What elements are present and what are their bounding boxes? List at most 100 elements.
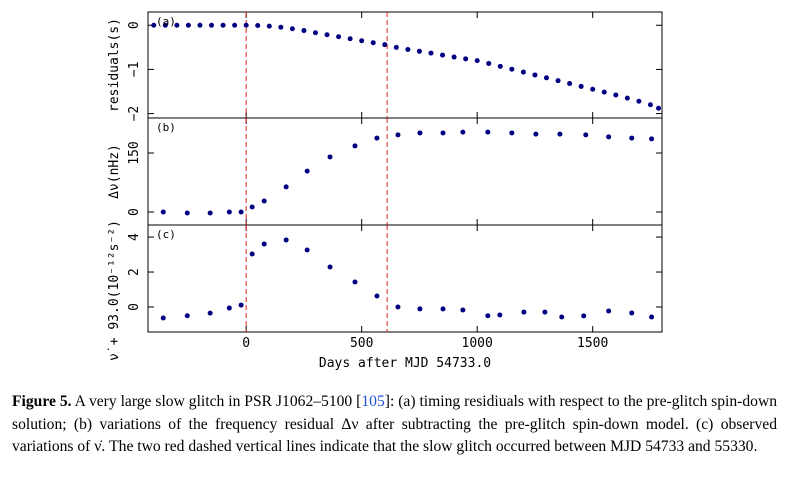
panel-label: (a) xyxy=(156,15,176,28)
point xyxy=(485,129,491,135)
y-tick-label: 2 xyxy=(127,268,142,276)
point xyxy=(590,86,596,92)
point xyxy=(395,304,401,310)
point xyxy=(226,209,232,215)
point xyxy=(327,264,333,270)
x-tick-label: 500 xyxy=(350,336,373,351)
point xyxy=(451,54,457,60)
point xyxy=(160,315,166,321)
point xyxy=(533,131,539,137)
point xyxy=(184,313,190,319)
point xyxy=(606,308,612,314)
point xyxy=(520,69,526,75)
point xyxy=(497,63,503,69)
point xyxy=(151,22,157,28)
point xyxy=(209,22,215,28)
point xyxy=(393,44,399,50)
point xyxy=(581,313,587,319)
point xyxy=(352,279,358,285)
point xyxy=(542,309,548,315)
point xyxy=(417,130,423,136)
point xyxy=(629,310,635,316)
point xyxy=(613,92,619,98)
plot-frame xyxy=(147,11,663,119)
x-tick-label: 1000 xyxy=(462,336,493,351)
y-tick-label: 150 xyxy=(127,141,142,164)
y-tick-label: 0 xyxy=(127,208,142,216)
point xyxy=(220,22,226,28)
point xyxy=(440,52,446,58)
point xyxy=(324,32,330,38)
point xyxy=(486,60,492,66)
point xyxy=(555,78,561,84)
point xyxy=(416,48,422,54)
y-axis-label: residuals(s) xyxy=(107,18,122,112)
caption-text: A very large slow glitch in PSR J1062–51… xyxy=(71,393,362,410)
point xyxy=(261,241,267,247)
y-tick-label: −1 xyxy=(127,62,142,78)
point xyxy=(347,36,353,42)
point xyxy=(283,184,289,190)
point xyxy=(327,154,333,160)
point xyxy=(197,22,203,28)
point xyxy=(583,132,589,138)
point xyxy=(352,143,358,149)
point xyxy=(656,105,662,111)
point xyxy=(238,302,244,308)
point xyxy=(370,40,376,46)
point xyxy=(509,66,515,72)
point xyxy=(243,22,249,28)
caption-text: ]: (a) timing residiuals with respect to… xyxy=(12,393,778,456)
point xyxy=(207,310,213,316)
point xyxy=(460,307,466,313)
y-axis-label: ν̇ + 93.0(10⁻¹²s⁻²) xyxy=(107,220,122,361)
point xyxy=(428,50,434,56)
panel-label: (c) xyxy=(156,228,176,241)
y-tick-label: 0 xyxy=(127,303,142,311)
point xyxy=(359,38,365,44)
x-tick-label: 0 xyxy=(242,336,250,351)
point xyxy=(374,135,380,141)
plot-frame xyxy=(147,224,663,333)
point xyxy=(559,314,565,320)
point xyxy=(312,30,318,36)
point xyxy=(301,28,307,34)
point xyxy=(336,34,342,40)
point xyxy=(226,305,232,311)
point xyxy=(184,210,190,216)
point xyxy=(606,134,612,140)
point xyxy=(417,306,423,312)
point xyxy=(304,168,310,174)
y-axis-label: Δν(nHz) xyxy=(107,144,122,199)
point xyxy=(497,312,503,318)
point xyxy=(174,22,180,28)
reference-link[interactable]: 105 xyxy=(361,393,385,410)
point xyxy=(463,56,469,62)
point xyxy=(578,83,584,89)
point xyxy=(509,130,515,136)
point xyxy=(624,95,630,101)
point xyxy=(521,309,527,315)
point xyxy=(532,72,538,78)
point xyxy=(160,209,166,215)
point xyxy=(636,98,642,104)
panel-label: (b) xyxy=(156,121,176,134)
figure: 0 −1 −2 (a) residuals(s) 0 150 (b) Δν(nHz) 0 500 10… xyxy=(107,11,663,371)
point xyxy=(207,210,213,216)
y-tick-label: 4 xyxy=(127,233,142,241)
point xyxy=(283,237,289,243)
y-tick-label: 0 xyxy=(127,21,142,29)
point xyxy=(567,81,573,87)
point xyxy=(255,22,261,28)
point xyxy=(649,314,655,320)
point xyxy=(601,89,607,95)
point xyxy=(395,132,401,138)
point xyxy=(238,209,244,215)
y-tick-label: −2 xyxy=(127,106,142,122)
point xyxy=(440,130,446,136)
point xyxy=(405,47,411,53)
point xyxy=(647,102,653,108)
caption-label: Figure 5. xyxy=(12,393,72,410)
point xyxy=(460,129,466,135)
